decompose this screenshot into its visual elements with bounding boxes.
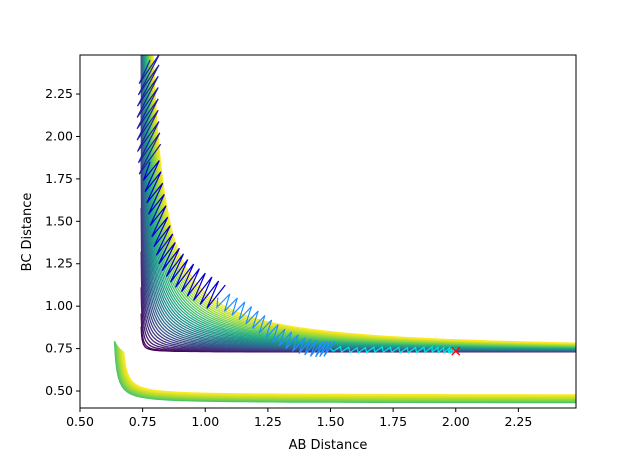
x-tick-label: 2.25 bbox=[504, 414, 532, 429]
contour-level-line bbox=[149, 55, 576, 347]
contour-level-line bbox=[145, 55, 576, 349]
y-tick-label: 0.50 bbox=[45, 383, 73, 398]
contour-level-line bbox=[142, 55, 576, 351]
x-tick-label: 0.50 bbox=[66, 414, 94, 429]
contour-level-line bbox=[142, 55, 576, 351]
contour-level-line bbox=[144, 55, 576, 350]
y-tick-label: 0.75 bbox=[45, 341, 73, 356]
y-tick-label: 2.25 bbox=[45, 86, 73, 101]
trajectory-segment bbox=[216, 293, 336, 358]
y-tick-label: 2.00 bbox=[45, 128, 73, 143]
contour-level-line bbox=[141, 55, 576, 352]
contour-level-line bbox=[116, 345, 576, 401]
contour-level-line bbox=[143, 55, 576, 350]
x-tick-label: 0.75 bbox=[129, 414, 157, 429]
contour-level-line bbox=[148, 55, 576, 347]
x-axis: 0.50 0.75 1.00 1.25 1.50 1.75 2.00 2.25 bbox=[66, 408, 532, 429]
x-tick-label: 1.00 bbox=[191, 414, 219, 429]
y-tick-label: 1.00 bbox=[45, 298, 73, 313]
contour-level-line bbox=[117, 346, 576, 401]
trajectory bbox=[136, 55, 458, 358]
contour-level-line bbox=[121, 350, 576, 397]
contour-level-line bbox=[122, 350, 576, 397]
contour-level-line bbox=[144, 55, 576, 349]
contour-level-line bbox=[118, 348, 576, 399]
trajectory-segment bbox=[136, 55, 162, 175]
x-tick-label: 1.50 bbox=[317, 414, 345, 429]
y-axis: 0.50 0.75 1.00 1.25 1.50 1.75 2.00 2.25 bbox=[45, 86, 80, 398]
contour-level-line bbox=[140, 156, 576, 353]
contour-level-line bbox=[143, 55, 576, 351]
y-axis-label: BC Distance bbox=[20, 193, 35, 272]
x-tick-label: 1.25 bbox=[254, 414, 282, 429]
contour-level-line bbox=[147, 55, 576, 348]
contour-level-line bbox=[120, 349, 576, 398]
contour-level-line bbox=[150, 55, 576, 346]
contour-level-line bbox=[141, 55, 576, 352]
y-tick-label: 1.50 bbox=[45, 213, 73, 228]
contour-level-line bbox=[122, 351, 576, 396]
contour-level-line bbox=[144, 55, 576, 350]
x-tick-label: 1.75 bbox=[379, 414, 407, 429]
trajectory-segment bbox=[142, 160, 226, 309]
y-tick-label: 1.25 bbox=[45, 256, 73, 271]
contour-level-line bbox=[148, 55, 576, 347]
x-tick-label: 2.00 bbox=[442, 414, 470, 429]
contour-level-line bbox=[119, 349, 576, 399]
marker-stroke bbox=[451, 346, 461, 356]
contour-level-line bbox=[149, 55, 576, 346]
contour-level-line bbox=[141, 55, 576, 352]
contour-level-line bbox=[141, 55, 576, 352]
contour-level-line bbox=[152, 55, 576, 344]
x-axis-label: AB Distance bbox=[289, 438, 368, 453]
contour-level-line bbox=[150, 55, 576, 345]
end-marker bbox=[451, 346, 461, 356]
contour-level-line bbox=[146, 55, 576, 348]
contour-level-line bbox=[142, 55, 576, 351]
contour-level-line bbox=[145, 55, 576, 349]
plot-frame bbox=[79, 54, 577, 409]
y-tick-label: 1.75 bbox=[45, 171, 73, 186]
contour-level-line bbox=[146, 55, 576, 349]
contour-lines bbox=[113, 55, 576, 404]
trajectory-segment bbox=[330, 345, 458, 354]
contour-level-line bbox=[147, 55, 576, 348]
contour-level-line bbox=[118, 347, 576, 400]
